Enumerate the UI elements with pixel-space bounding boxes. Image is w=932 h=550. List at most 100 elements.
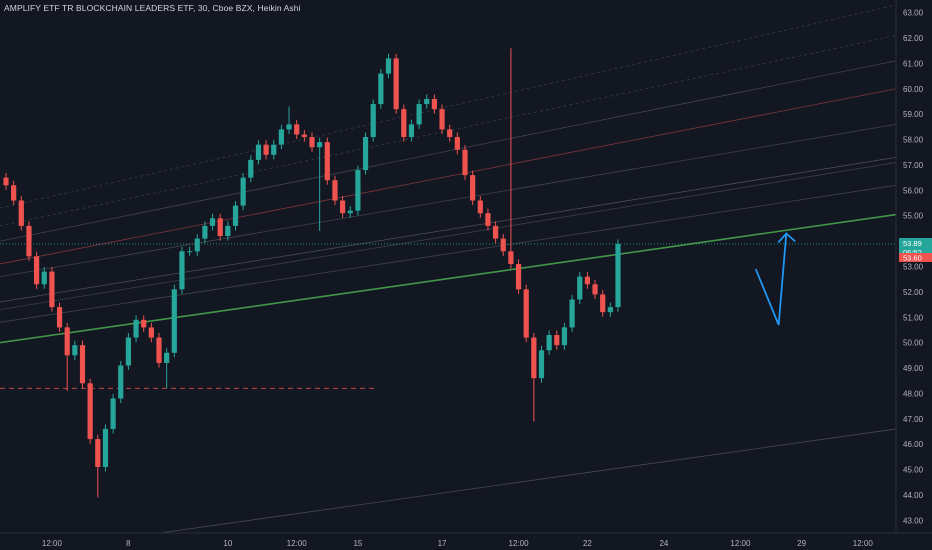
candle — [408, 119, 415, 142]
candle-body — [577, 276, 583, 300]
candle-body — [569, 299, 575, 328]
candle — [431, 94, 437, 114]
candle-body — [546, 335, 552, 351]
candle — [87, 378, 93, 444]
candle-body — [26, 225, 32, 257]
candle — [3, 173, 9, 190]
candle-body — [87, 383, 93, 440]
time-tick-label: 12:00 — [730, 539, 751, 548]
candle-body — [493, 225, 499, 239]
candle — [393, 53, 399, 114]
price-tick-label: 63.00 — [903, 9, 924, 18]
candle — [561, 322, 568, 350]
candle-body — [271, 144, 277, 155]
price-tick-label: 61.00 — [903, 59, 924, 68]
time-tick-label: 12:00 — [509, 539, 530, 548]
candle — [340, 195, 346, 218]
candle-body — [592, 284, 598, 295]
candle-body — [393, 58, 399, 110]
candle-body — [187, 251, 193, 253]
price-tick-label: 48.00 — [903, 389, 924, 398]
candle — [202, 221, 208, 244]
channel-line — [0, 123, 897, 278]
candle — [56, 302, 63, 332]
candle-body — [148, 327, 154, 338]
candle-body — [554, 335, 560, 346]
candle-body — [439, 109, 445, 130]
candle-body — [209, 218, 216, 226]
candle-body — [255, 144, 262, 160]
candle — [18, 195, 24, 231]
candle — [118, 360, 124, 404]
candle-body — [324, 142, 330, 181]
candle — [26, 221, 32, 261]
candle-body — [416, 104, 422, 125]
price-tick-label: 50.00 — [903, 339, 924, 348]
price-axis-panel[interactable] — [896, 0, 932, 550]
candle — [347, 206, 353, 218]
candle — [615, 239, 621, 312]
channel-line — [0, 88, 897, 265]
time-axis[interactable]: 12:00 8 10 12:00 15 17 12:00 22 24 12:00 29 12:00 — [42, 539, 873, 548]
candle — [248, 155, 254, 183]
candle-body — [102, 428, 109, 468]
candle — [125, 332, 131, 371]
candle-body — [584, 276, 590, 285]
candle-body — [538, 350, 545, 379]
channel-line — [159, 428, 897, 534]
time-tick-label: 15 — [353, 539, 362, 548]
price-axis[interactable]: 43.00 44.00 45.00 46.00 47.00 48.00 49.00 50.00… — [903, 9, 924, 526]
price-tick-label: 60.00 — [903, 85, 924, 94]
candle — [470, 170, 476, 206]
price-tick-label: 52.00 — [903, 288, 924, 297]
candle-body — [607, 307, 613, 313]
candle — [584, 272, 590, 289]
candle — [278, 124, 284, 150]
candle-body — [362, 137, 369, 171]
candle-body — [309, 137, 315, 148]
countdown-label: 06:52 — [903, 248, 922, 257]
candle-body — [41, 271, 47, 285]
candle-body — [401, 109, 407, 138]
candle — [424, 94, 430, 109]
candle — [385, 53, 392, 79]
candle — [171, 284, 177, 358]
channel-line — [0, 60, 897, 242]
candle-body — [370, 104, 376, 138]
candle-body — [600, 294, 606, 313]
candle — [378, 69, 384, 109]
time-axis-panel[interactable] — [0, 533, 932, 550]
candle — [493, 221, 499, 244]
candle-body — [263, 144, 269, 155]
current-price-label: 53.89 — [903, 239, 922, 248]
candle — [592, 279, 598, 299]
candle — [600, 289, 606, 317]
candle — [485, 208, 491, 231]
candle — [217, 213, 223, 241]
candle-body — [317, 142, 323, 148]
candle — [607, 302, 613, 317]
candle — [271, 140, 277, 160]
candle — [209, 213, 216, 231]
candle — [401, 104, 407, 142]
candle — [370, 99, 376, 142]
candle-body — [232, 205, 239, 226]
candle-body — [179, 251, 185, 290]
candle — [263, 140, 269, 160]
candle — [332, 175, 338, 206]
price-tick-label: 43.00 — [903, 516, 924, 525]
candle — [294, 119, 300, 140]
candle — [477, 195, 483, 218]
candle — [569, 294, 575, 332]
candle-body — [485, 213, 491, 226]
price-tick-label: 49.00 — [903, 364, 924, 373]
time-tick-label: 12:00 — [853, 539, 874, 548]
candle — [110, 393, 116, 434]
candle — [156, 332, 162, 368]
candle-body — [194, 238, 200, 252]
candle-body — [49, 271, 55, 308]
candle — [41, 267, 47, 289]
trendlines — [0, 213, 901, 344]
drawings — [754, 232, 796, 326]
